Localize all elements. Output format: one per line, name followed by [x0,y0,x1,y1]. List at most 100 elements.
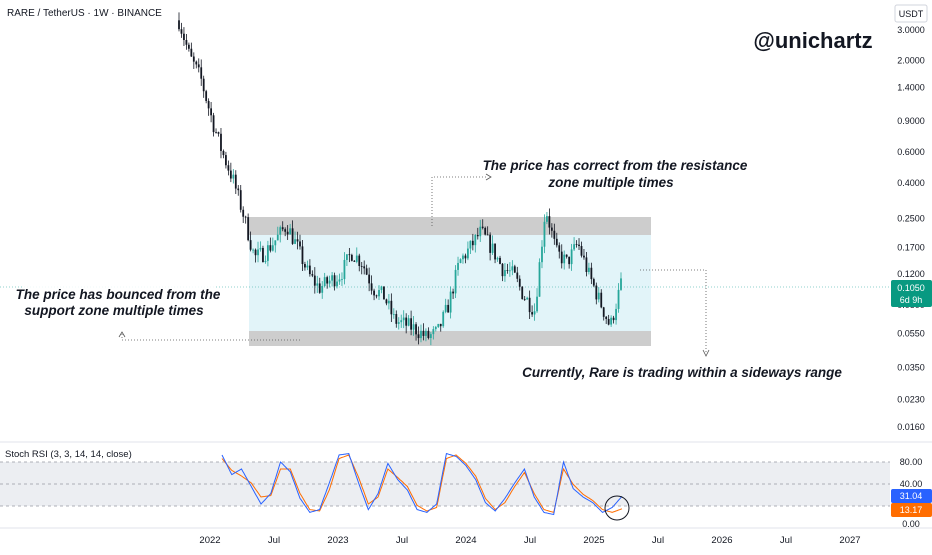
candle-body [286,231,289,235]
candle-body [346,254,348,260]
candle-body [215,132,217,133]
candle-body [289,228,292,235]
last-price-badge [891,280,932,307]
candle-body [405,317,408,326]
candle-body [590,267,593,280]
candle-body [553,230,556,239]
candle-body [528,297,531,313]
price-axis[interactable]: USDT 3.0000 2.0000 1.4000 0.9000 0.6000 0.400… [890,0,932,440]
candle-body [353,260,356,262]
candle-body [617,289,620,309]
candle-body [444,304,447,312]
candle-body [504,270,506,277]
candle-body [234,174,237,189]
price-tick-label: 2.0000 [897,56,925,66]
candle-body [306,265,309,268]
candle-body [373,290,375,296]
candle-body [212,115,215,133]
candle-body [442,311,445,327]
candle-body [232,174,235,179]
currency-badge[interactable] [894,4,928,23]
candle-body [281,227,284,230]
candle-body [390,300,393,315]
price-tick-label: 0.4000 [897,178,925,188]
candle-body [597,292,600,300]
price-tick-label: 0.9000 [897,116,925,126]
candle-body [548,216,551,228]
time-tick-label: Jul [524,535,536,546]
rsi-label[interactable]: Stoch RSI (3, 3, 14, 14, close) [5,449,132,460]
rsi-axis[interactable]: 80.00 40.00 31.04 13.17 0.00 [890,443,932,529]
time-tick-label: 2024 [455,535,476,546]
candle-body [222,150,225,156]
candle-body [506,270,509,271]
candle-body [363,266,366,269]
candle-body [328,280,331,284]
time-tick-label: 2026 [711,535,732,546]
time-tick-label: Jul [780,535,792,546]
candle-body [570,249,573,265]
candle-body [269,245,272,251]
candle-body [587,267,590,273]
candles [178,12,622,346]
candle-body [439,323,442,327]
candle-body [225,155,227,166]
candle-body [338,279,341,282]
rsi-tick-80: 80.00 [900,457,923,467]
candle-body [526,297,529,300]
candle-body [543,221,546,247]
candle-body [479,226,482,237]
time-tick-label: 2022 [199,535,220,546]
candle-body [220,133,222,151]
time-tick-label: 2025 [583,535,604,546]
candle-body [402,317,405,321]
candle-body [183,33,185,40]
price-tick-label: 0.6000 [897,147,925,157]
support-zone [249,331,651,346]
watermark: @unichartz [753,28,872,53]
candle-body [471,240,474,246]
candle-body [595,285,598,300]
candle-body [578,244,580,247]
candle-body [511,266,514,271]
candle-body [326,277,329,284]
candle-body [573,244,575,250]
range-arrow-head [702,349,710,357]
candle-body [249,240,252,250]
candle-body [343,259,346,280]
stoch-k-badge [891,489,932,503]
candle-body [476,235,479,237]
resistance-arrow-head [485,173,492,181]
support-arrow [121,334,300,341]
candle-body [360,266,363,267]
time-axis[interactable]: 2022 Jul 2023 Jul 2024 Jul 2025 Jul 2026 Jul 2027 [199,535,860,546]
candle-body [190,48,193,57]
candle-body [299,241,301,247]
stoch-d-badge [891,503,932,517]
candle-body [207,100,210,109]
price-tick-label: 0.0550 [897,328,925,338]
candle-body [202,78,205,92]
candle-body [291,228,294,244]
candle-body [358,255,361,267]
candle-body [518,278,521,287]
candle-body [462,255,464,260]
candle-body [229,170,232,179]
candle-body [205,91,208,101]
candle-body [304,264,306,268]
candle-body [271,245,274,251]
candle-body [242,209,245,217]
candle-body [323,277,326,286]
candle-body [195,61,198,65]
resistance-arrow [431,176,486,226]
stoch-k-line [221,452,623,516]
candle-body [437,323,440,327]
candle-body [602,307,605,317]
price-tick-label: 0.0350 [897,363,925,373]
symbol-title[interactable]: RARE / TetherUS · 1W · BINANCE [7,8,162,19]
candle-body [375,295,378,297]
candle-body [407,318,410,326]
candle-body [350,254,353,261]
candle-body [615,308,617,321]
